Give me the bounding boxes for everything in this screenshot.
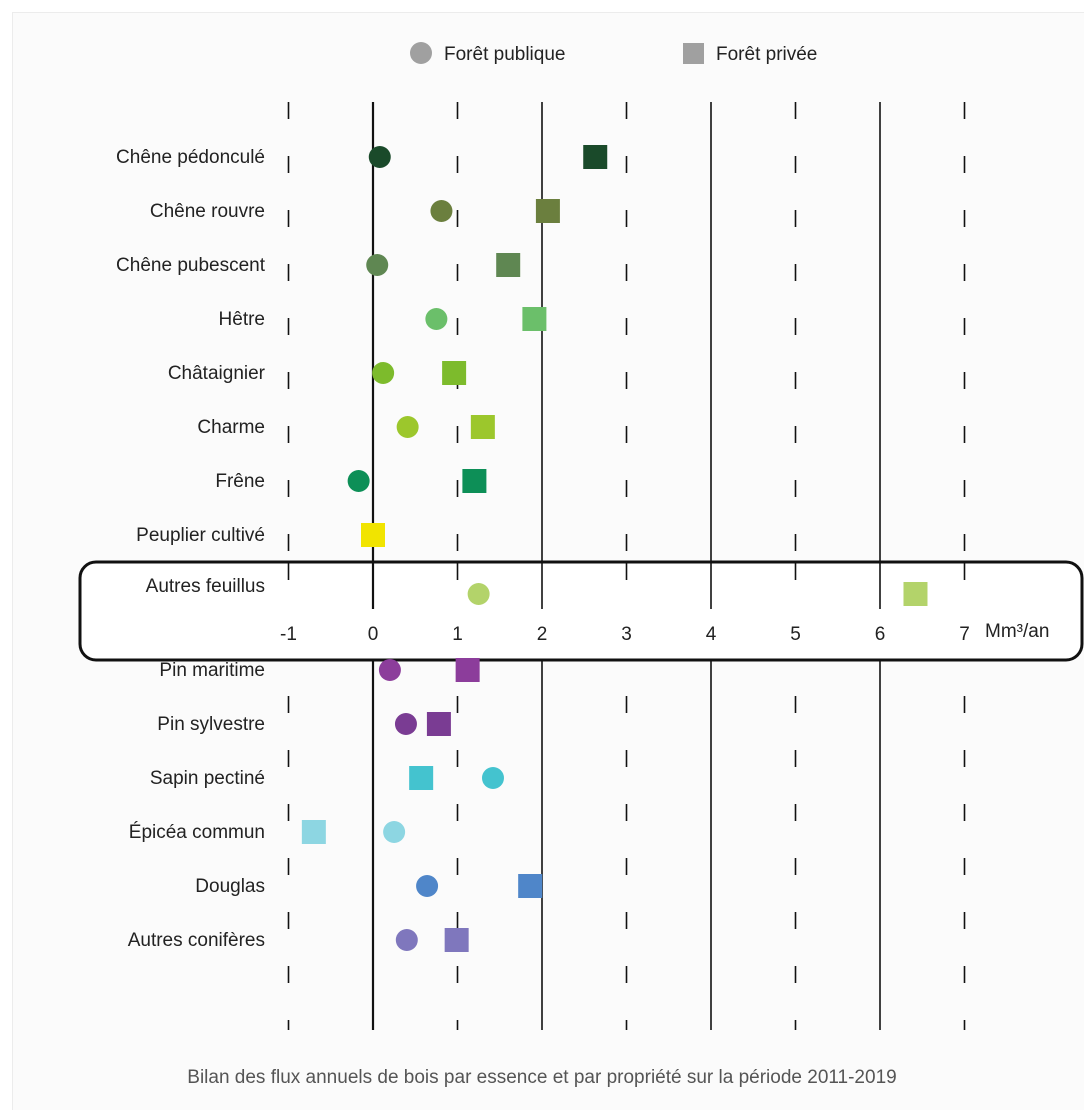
category-label-chene-rouvre: Chêne rouvre	[150, 201, 265, 222]
highlight-frame	[78, 560, 1084, 662]
x-axis-unit: Mm³/an	[985, 621, 1049, 642]
category-label-pin-maritime: Pin maritime	[159, 660, 265, 681]
legend-square-marker	[683, 43, 704, 64]
category-label-hetre: Hêtre	[219, 309, 265, 330]
x-tick-3: 3	[621, 624, 632, 645]
marker-privee-chene-pedoncule	[583, 145, 608, 169]
marker-privee-chene-rouvre	[535, 199, 560, 223]
marker-publique-autres-feuillus	[467, 583, 490, 605]
marker-privee-hetre	[522, 307, 547, 331]
marker-publique-sapin-pectine	[481, 767, 504, 789]
marker-publique-chene-rouvre	[430, 200, 453, 222]
legend: Forêt publique Forêt privée	[410, 42, 817, 65]
category-label-sapin-pectine: Sapin pectiné	[150, 768, 265, 789]
x-tick-5: 5	[790, 624, 801, 645]
marker-publique-hetre	[425, 308, 448, 330]
x-tick-labels: -1 0 1 2 3 4 5 6 7	[280, 624, 970, 645]
marker-publique-chene-pedoncule	[368, 146, 391, 168]
x-tick-7: 7	[959, 624, 970, 645]
marker-privee-autres-coniferes	[444, 928, 469, 952]
x-tick-4: 4	[706, 624, 717, 645]
marker-publique-chataignier	[372, 362, 395, 384]
marker-publique-frene	[347, 470, 370, 492]
marker-privee-frene	[462, 469, 487, 493]
category-label-frene: Frêne	[215, 471, 265, 492]
figure-caption: Bilan des flux annuels de bois par essen…	[187, 1067, 897, 1088]
marker-publique-epicea-commun	[383, 821, 406, 843]
marker-privee-sapin-pectine	[409, 766, 434, 790]
flux-chart: Forêt publique Forêt privée Chêne pédonc…	[78, 42, 1084, 1030]
category-label-douglas: Douglas	[195, 876, 265, 897]
x-tick-6: 6	[875, 624, 886, 645]
category-label-autres-coniferes: Autres conifères	[128, 930, 265, 951]
marker-privee-autres-feuillus	[903, 582, 928, 606]
category-label-chataignier: Châtaignier	[168, 363, 266, 384]
category-label-epicea-commun: Épicéa commun	[129, 822, 265, 843]
data-markers	[301, 145, 928, 952]
marker-publique-pin-sylvestre	[394, 713, 417, 735]
category-label-peuplier-cultive: Peuplier cultivé	[136, 525, 265, 546]
x-tick-neg1: -1	[280, 624, 297, 645]
marker-privee-chataignier	[442, 361, 467, 385]
marker-privee-charme	[470, 415, 495, 439]
category-label-charme: Charme	[197, 417, 265, 438]
marker-privee-epicea-commun	[301, 820, 326, 844]
legend-label-publique: Forêt publique	[444, 44, 565, 65]
category-label-autres-feuillus: Autres feuillus	[146, 576, 265, 597]
marker-publique-charme	[396, 416, 419, 438]
category-label-pin-sylvestre: Pin sylvestre	[157, 714, 265, 735]
category-label-chene-pedoncule: Chêne pédonculé	[116, 147, 265, 168]
x-tick-0: 0	[368, 624, 379, 645]
category-labels: Chêne pédonculé Chêne rouvre Chêne pubesce…	[116, 147, 266, 951]
marker-privee-chene-pubescent	[496, 253, 521, 277]
marker-publique-autres-coniferes	[395, 929, 418, 951]
x-tick-1: 1	[452, 624, 463, 645]
legend-circle-marker	[410, 42, 432, 64]
category-label-chene-pubescent: Chêne pubescent	[116, 255, 266, 276]
marker-privee-peuplier-cultive	[361, 523, 385, 547]
highlight-box	[78, 560, 1084, 662]
marker-publique-chene-pubescent	[366, 254, 389, 276]
x-tick-2: 2	[537, 624, 548, 645]
marker-publique-pin-maritime	[378, 659, 401, 681]
marker-publique-douglas	[416, 875, 439, 897]
legend-label-privee: Forêt privée	[716, 44, 817, 65]
marker-privee-pin-maritime	[455, 658, 480, 682]
marker-privee-pin-sylvestre	[426, 712, 451, 736]
marker-privee-douglas	[518, 874, 543, 898]
